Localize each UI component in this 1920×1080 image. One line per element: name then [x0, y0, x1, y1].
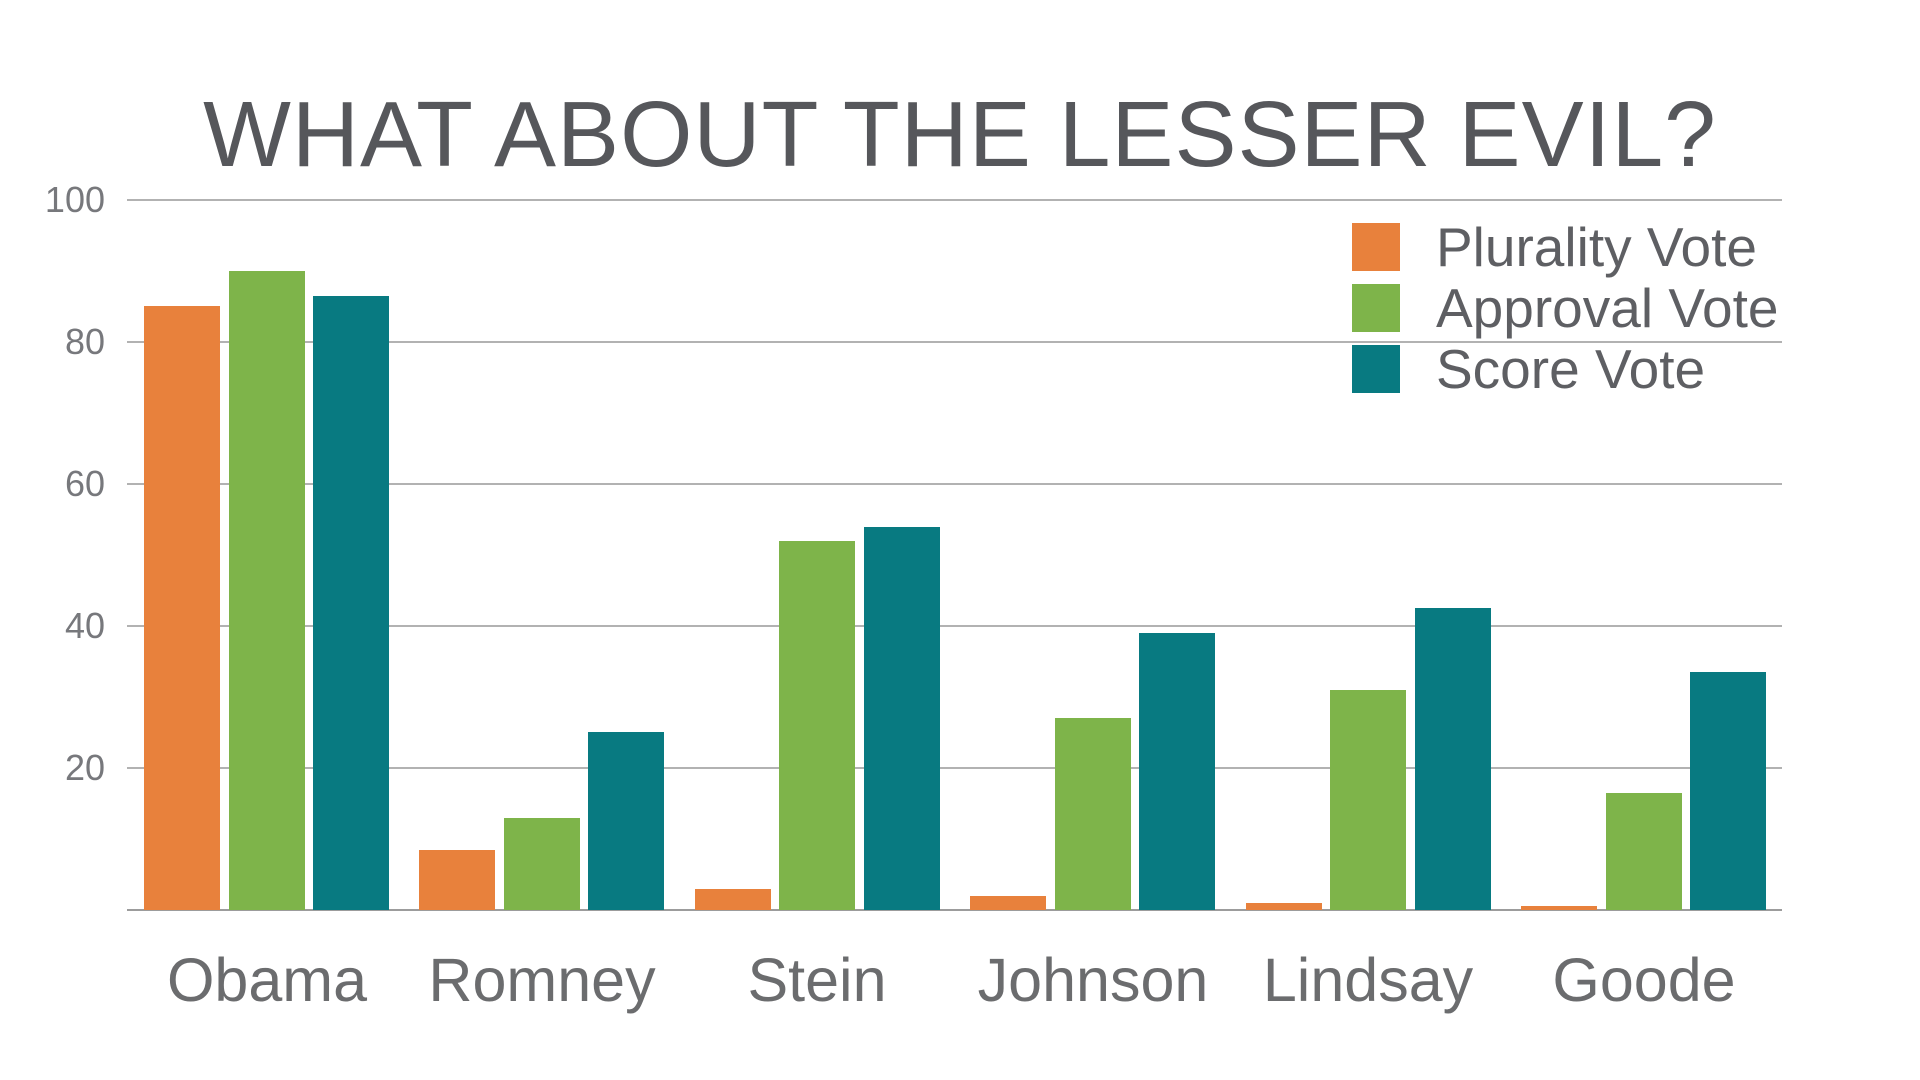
bar-romney-score-vote	[588, 732, 664, 910]
legend-item-score-vote: Score Vote	[1352, 341, 1705, 396]
x-axis-label-lindsay: Lindsay	[1262, 946, 1474, 1014]
gridline-100	[127, 199, 1782, 201]
bar-lindsay-approval-vote	[1330, 690, 1406, 910]
bar-stein-plurality-vote	[695, 889, 771, 910]
legend-item-plurality-vote: Plurality Vote	[1352, 219, 1757, 274]
y-tick-label-20: 20	[64, 747, 105, 788]
gridline-20	[127, 767, 1782, 769]
legend-swatch-approval-vote	[1352, 284, 1400, 332]
y-tick-label-80: 80	[64, 321, 105, 362]
chart-title: WHAT ABOUT THE LESSER EVIL?	[203, 82, 1717, 186]
gridline-40	[127, 625, 1782, 627]
y-tick-label-60: 60	[64, 463, 105, 504]
bar-romney-plurality-vote	[419, 850, 495, 910]
legend-swatch-score-vote	[1352, 345, 1400, 393]
bar-lindsay-score-vote	[1415, 608, 1491, 910]
bar-goode-plurality-vote	[1521, 906, 1597, 910]
x-axis-line	[127, 909, 1782, 911]
bar-stein-approval-vote	[779, 541, 855, 910]
bar-goode-approval-vote	[1606, 793, 1682, 910]
x-axis-label-romney: Romney	[428, 946, 656, 1014]
legend-item-approval-vote: Approval Vote	[1352, 280, 1778, 335]
gridline-80	[127, 341, 1782, 343]
legend-swatch-plurality-vote	[1352, 223, 1400, 271]
bar-stein-score-vote	[864, 527, 940, 910]
bar-johnson-plurality-vote	[970, 896, 1046, 910]
legend-label-approval-vote: Approval Vote	[1436, 276, 1779, 339]
x-axis-label-obama: Obama	[166, 946, 368, 1014]
bar-johnson-approval-vote	[1055, 718, 1131, 910]
x-axis-label-stein: Stein	[747, 946, 887, 1014]
legend-label-score-vote: Score Vote	[1436, 337, 1706, 400]
x-axis-label-johnson: Johnson	[977, 946, 1209, 1014]
x-axis-label-goode: Goode	[1552, 946, 1736, 1014]
bar-goode-score-vote	[1690, 672, 1766, 910]
y-tick-label-100: 100	[44, 179, 105, 220]
bar-obama-score-vote	[313, 296, 389, 910]
bar-obama-approval-vote	[229, 271, 305, 910]
bar-romney-approval-vote	[504, 818, 580, 910]
legend-label-plurality-vote: Plurality Vote	[1436, 215, 1758, 278]
y-tick-label-40: 40	[64, 605, 105, 646]
bar-lindsay-plurality-vote	[1246, 903, 1322, 910]
bar-johnson-score-vote	[1139, 633, 1215, 910]
gridline-60	[127, 483, 1782, 485]
bar-obama-plurality-vote	[144, 306, 220, 910]
